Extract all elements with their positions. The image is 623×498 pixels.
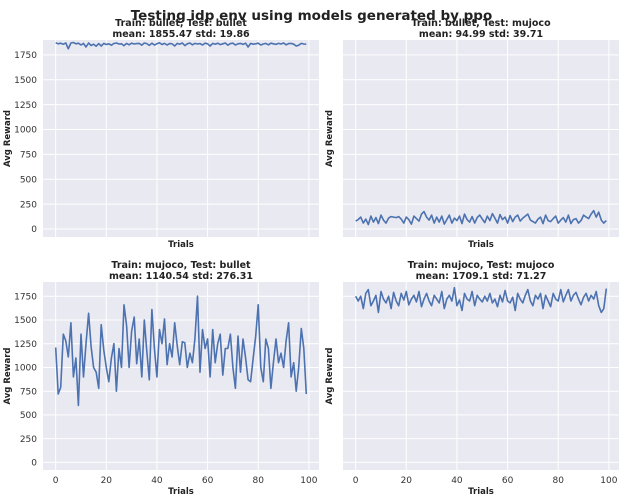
y-axis-label: Avg Reward <box>3 347 13 404</box>
plot-background <box>343 282 619 470</box>
plot-background <box>43 282 319 470</box>
y-tick-label: 500 <box>20 175 37 185</box>
subplot-title: Train: bullet, Test: mujoco <box>411 18 551 29</box>
figure-title: Testing idp env using models generated b… <box>131 8 492 24</box>
x-tick-label: 60 <box>202 476 214 486</box>
series-line <box>355 209 607 226</box>
subplot-title: Train: mujoco, Test: mujoco <box>408 260 555 271</box>
x-tick-label: 100 <box>300 476 317 486</box>
x-tick-label: 0 <box>353 476 359 486</box>
subplot-stats: mean: 1709.1 std: 71.27 <box>416 271 547 282</box>
x-axis-label: Trials <box>468 240 494 250</box>
subplot-4: 0 20 40 60 80 100 Train: mujoco, Test: mujocom… <box>325 260 619 497</box>
subplot-3: 0 250 500 750 1000 1250 1500 1750 0 20 40 60 80 100 Tr… <box>3 260 319 497</box>
y-tick-label: 1750 <box>14 51 37 61</box>
x-axis-label: Trials <box>168 240 194 250</box>
x-axis-label: Trials <box>468 487 494 497</box>
y-tick-label: 1250 <box>14 340 37 350</box>
y-tick-label: 250 <box>20 200 37 210</box>
series-line <box>55 41 307 50</box>
subplot-stats: mean: 1855.47 std: 19.86 <box>112 29 250 40</box>
y-tick-label: 500 <box>20 411 37 421</box>
y-axis-label: Avg Reward <box>3 110 13 167</box>
x-tick-label: 60 <box>502 476 514 486</box>
subplot-1: 0 250 500 750 1000 1250 1500 1750 Train: bullet,… <box>3 18 319 250</box>
subplot-title: Train: bullet, Test: bullet <box>115 18 247 29</box>
y-tick-label: 750 <box>20 387 37 397</box>
x-tick-label: 80 <box>253 476 265 486</box>
y-tick-label: 1000 <box>14 364 37 374</box>
x-axis-label: Trials <box>168 487 194 497</box>
plot-background <box>343 40 619 237</box>
y-axis-label: Avg Reward <box>325 347 335 404</box>
x-tick-label: 100 <box>600 476 617 486</box>
y-tick-label: 750 <box>20 151 37 161</box>
subplot-stats: mean: 1140.54 std: 276.31 <box>109 271 253 282</box>
y-tick-label: 1000 <box>14 126 37 136</box>
series-line <box>354 286 608 314</box>
y-tick-label: 1500 <box>14 316 37 326</box>
y-tick-label: 250 <box>20 435 37 445</box>
series-line <box>54 295 308 407</box>
x-tick-label: 40 <box>451 476 463 486</box>
x-tick-label: 0 <box>53 476 59 486</box>
x-tick-label: 80 <box>553 476 565 486</box>
x-tick-label: 20 <box>101 476 113 486</box>
plot-background <box>43 40 319 237</box>
y-axis-label: Avg Reward <box>325 110 335 167</box>
subplot-stats: mean: 94.99 std: 39.71 <box>419 29 543 40</box>
y-tick-label: 1500 <box>14 76 37 86</box>
x-tick-label: 20 <box>401 476 413 486</box>
y-tick-label: 0 <box>31 459 37 469</box>
y-tick-label: 1750 <box>14 292 37 302</box>
x-tick-label: 40 <box>151 476 163 486</box>
y-tick-label: 0 <box>31 225 37 235</box>
y-tick-label: 1250 <box>14 101 37 111</box>
subplot-title: Train: mujoco, Test: bullet <box>111 260 251 271</box>
